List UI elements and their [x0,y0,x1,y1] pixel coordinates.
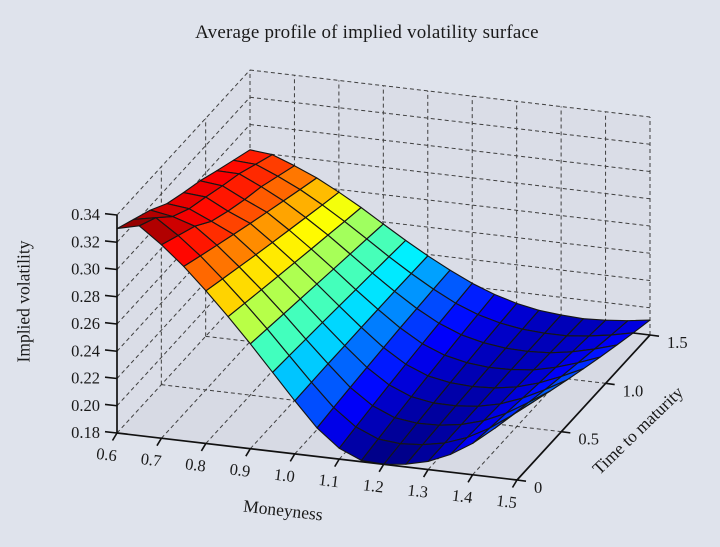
axis-tick-labels: 0.6 0.7 0.8 0.9 1.0 1.1 1.2 1.3 1.4 1.5 0 0.5 1.0 1.5… [71,205,688,512]
z-axis-label: Implied volatility [13,240,34,363]
z-tick-label: 0.32 [71,232,100,251]
chart-title: Average profile of implied volatility su… [195,22,539,43]
z-tick-label: 0.24 [71,341,100,360]
z-tick-label: 0.34 [71,205,100,224]
z-tick-label: 0.22 [71,369,100,388]
z-tick-label: 0.18 [71,423,100,442]
x-tick-label: 0.6 [95,444,118,465]
y-tick-label: 1.5 [667,333,688,352]
x-tick-label: 1.5 [495,491,518,512]
x-tick-label: 1.3 [406,480,429,501]
y-tick-label: 0 [534,478,542,497]
z-tick-label: 0.30 [71,260,100,279]
x-tick-label: 1.1 [317,470,340,491]
x-tick-label: 0.7 [140,449,163,470]
z-tick-label: 0.20 [71,396,100,415]
y-tick-label: 1.0 [623,381,644,400]
x-tick-label: 0.9 [229,460,252,481]
x-tick-label: 0.8 [184,454,207,475]
x-tick-label: 1.4 [451,486,474,507]
x-tick-label: 1.2 [362,475,385,496]
y-tick-label: 0.5 [578,430,599,449]
x-tick-label: 1.0 [273,465,296,486]
surface-quad [116,217,157,230]
z-tick-label: 0.26 [71,314,100,333]
z-tick-label: 0.28 [71,287,100,306]
surface-mesh [116,149,651,465]
